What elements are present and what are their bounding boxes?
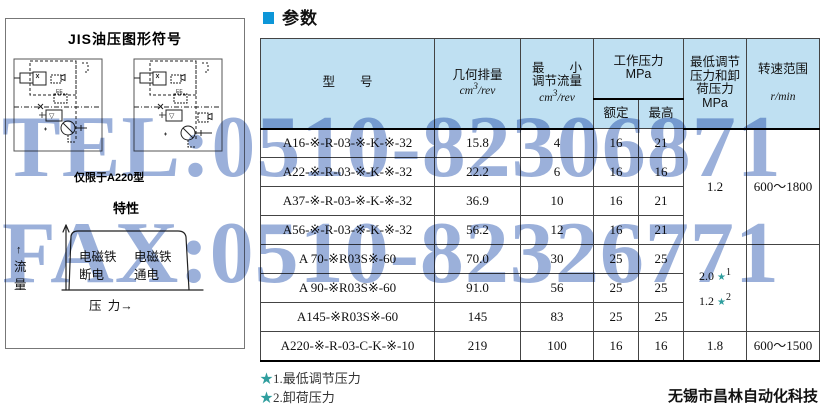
- svg-text:M: M: [38, 123, 42, 129]
- svg-text:M: M: [158, 128, 162, 134]
- svg-text:EE: EE: [56, 89, 63, 95]
- svg-text:O: O: [38, 130, 42, 136]
- svg-text:▽: ▽: [169, 113, 175, 120]
- svg-text:压 力→: 压 力→: [89, 299, 133, 313]
- svg-text:断电: 断电: [79, 267, 105, 282]
- svg-text:流: 流: [14, 260, 27, 274]
- svg-text:电磁铁: 电磁铁: [79, 249, 117, 264]
- svg-text:量: 量: [14, 278, 27, 292]
- svg-text:↑: ↑: [16, 244, 22, 256]
- svg-text:▽: ▽: [49, 113, 55, 120]
- svg-text:通电: 通电: [134, 268, 160, 282]
- svg-text:EE: EE: [176, 89, 183, 95]
- svg-text:O: O: [158, 135, 162, 141]
- svg-text:电磁铁: 电磁铁: [134, 249, 172, 264]
